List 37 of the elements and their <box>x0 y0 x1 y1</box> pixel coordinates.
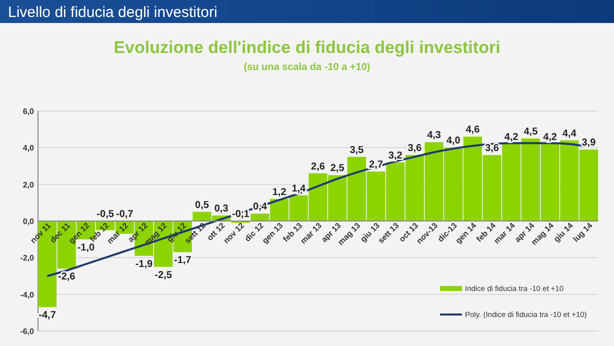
data-label: 4,0 <box>446 136 461 147</box>
data-label: 3,9 <box>582 138 596 148</box>
data-label: 2,6 <box>311 161 326 172</box>
data-label: -4,7 <box>38 310 56 322</box>
data-label: 0,5 <box>195 200 210 211</box>
data-label: 3,2 <box>388 150 403 162</box>
data-label: 1,4 <box>292 183 306 194</box>
data-label: 1,2 <box>272 187 287 198</box>
data-label: 3,5 <box>350 144 364 156</box>
data-label: -2,5 <box>154 270 172 281</box>
chart-title: Evoluzione dell'indice di fiducia degli investitori <box>114 38 500 57</box>
data-label: 0,3 <box>214 204 229 214</box>
data-label: 3,6 <box>485 143 500 154</box>
y-tick-label: 0,0 <box>22 217 35 226</box>
data-label: 4,4 <box>562 128 577 140</box>
data-label: 4,3 <box>427 130 442 142</box>
data-label: -2,6 <box>58 272 76 283</box>
data-label: 2,5 <box>330 163 345 174</box>
chart-subtitle: (su una scala da -10 a +10) <box>244 62 370 73</box>
y-tick-label: -4,0 <box>20 290 35 300</box>
data-label: -1,0 <box>77 242 96 254</box>
data-label: 4,2 <box>504 132 519 143</box>
data-label: -0,7 <box>116 209 134 220</box>
data-label: 4,5 <box>524 126 538 138</box>
data-label: 4,6 <box>466 124 480 136</box>
y-tick-label: 6,0 <box>22 107 35 116</box>
text: Livello di fiducia degli investitori <box>8 4 218 21</box>
data-label: -0,5 <box>96 209 114 220</box>
data-label: -1,7 <box>174 255 192 266</box>
x-tick-label: lug 14 <box>571 220 595 244</box>
data-label: 3,6 <box>408 143 422 154</box>
y-tick-label: 2,0 <box>22 180 35 190</box>
data-label: 4,2 <box>543 132 558 143</box>
y-tick-label: 4,0 <box>22 144 35 153</box>
y-tick-label: -6,0 <box>20 327 35 336</box>
y-tick-label: -2,0 <box>20 254 35 263</box>
data-label: -1,9 <box>135 258 154 270</box>
